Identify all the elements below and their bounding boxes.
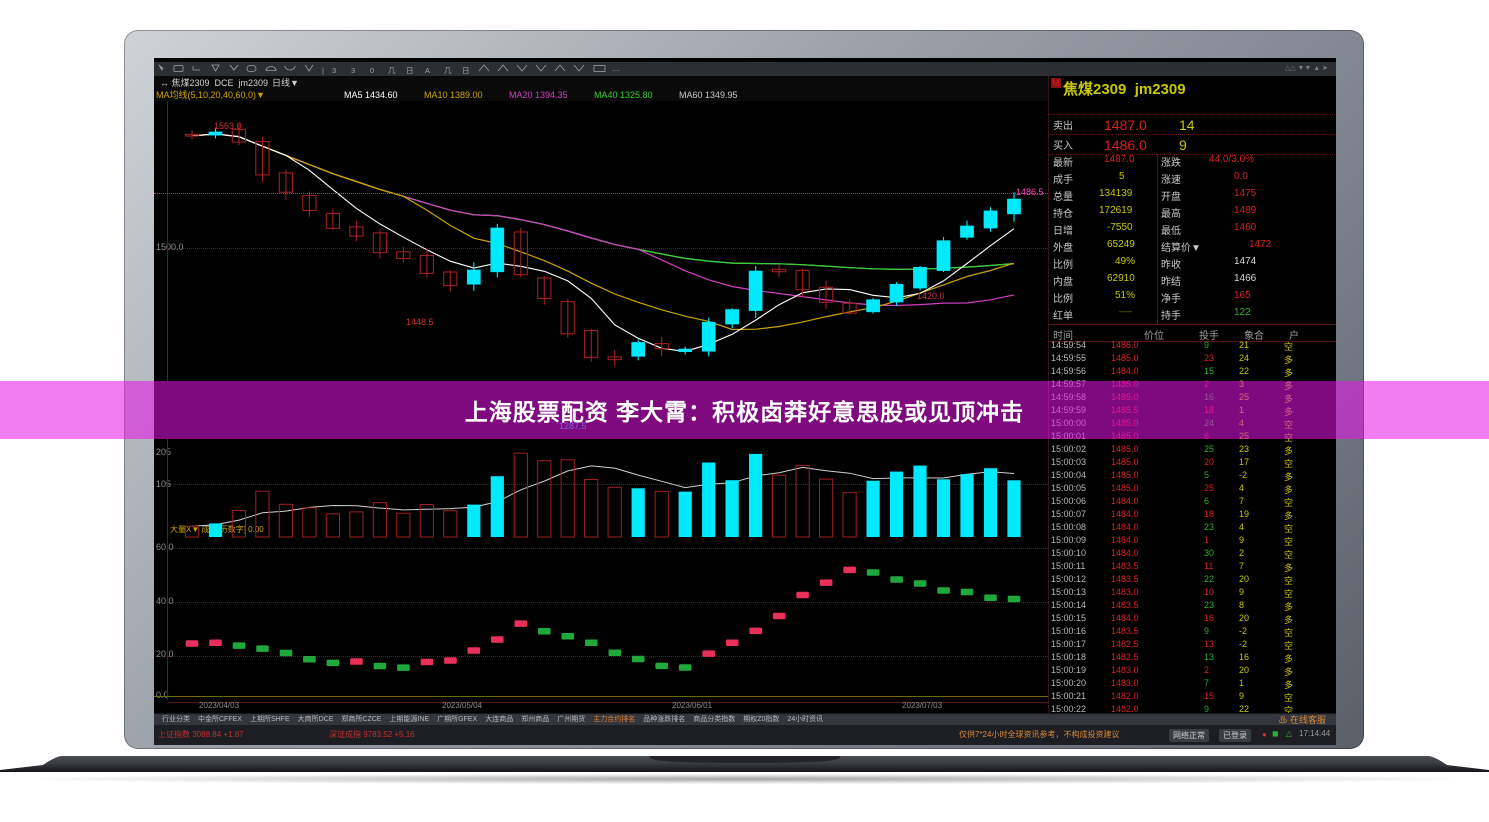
svg-text:0: 0 xyxy=(370,66,374,75)
svg-text:日: 日 xyxy=(406,66,414,75)
svg-text:3: 3 xyxy=(332,66,336,75)
svg-text:日: 日 xyxy=(462,66,470,75)
svg-text:A: A xyxy=(425,66,430,75)
svg-text:几: 几 xyxy=(444,66,452,75)
svg-text:|: | xyxy=(322,66,324,75)
svg-text:⋯: ⋯ xyxy=(612,66,620,75)
svg-text:3: 3 xyxy=(351,66,355,75)
svg-text:几: 几 xyxy=(388,66,396,75)
